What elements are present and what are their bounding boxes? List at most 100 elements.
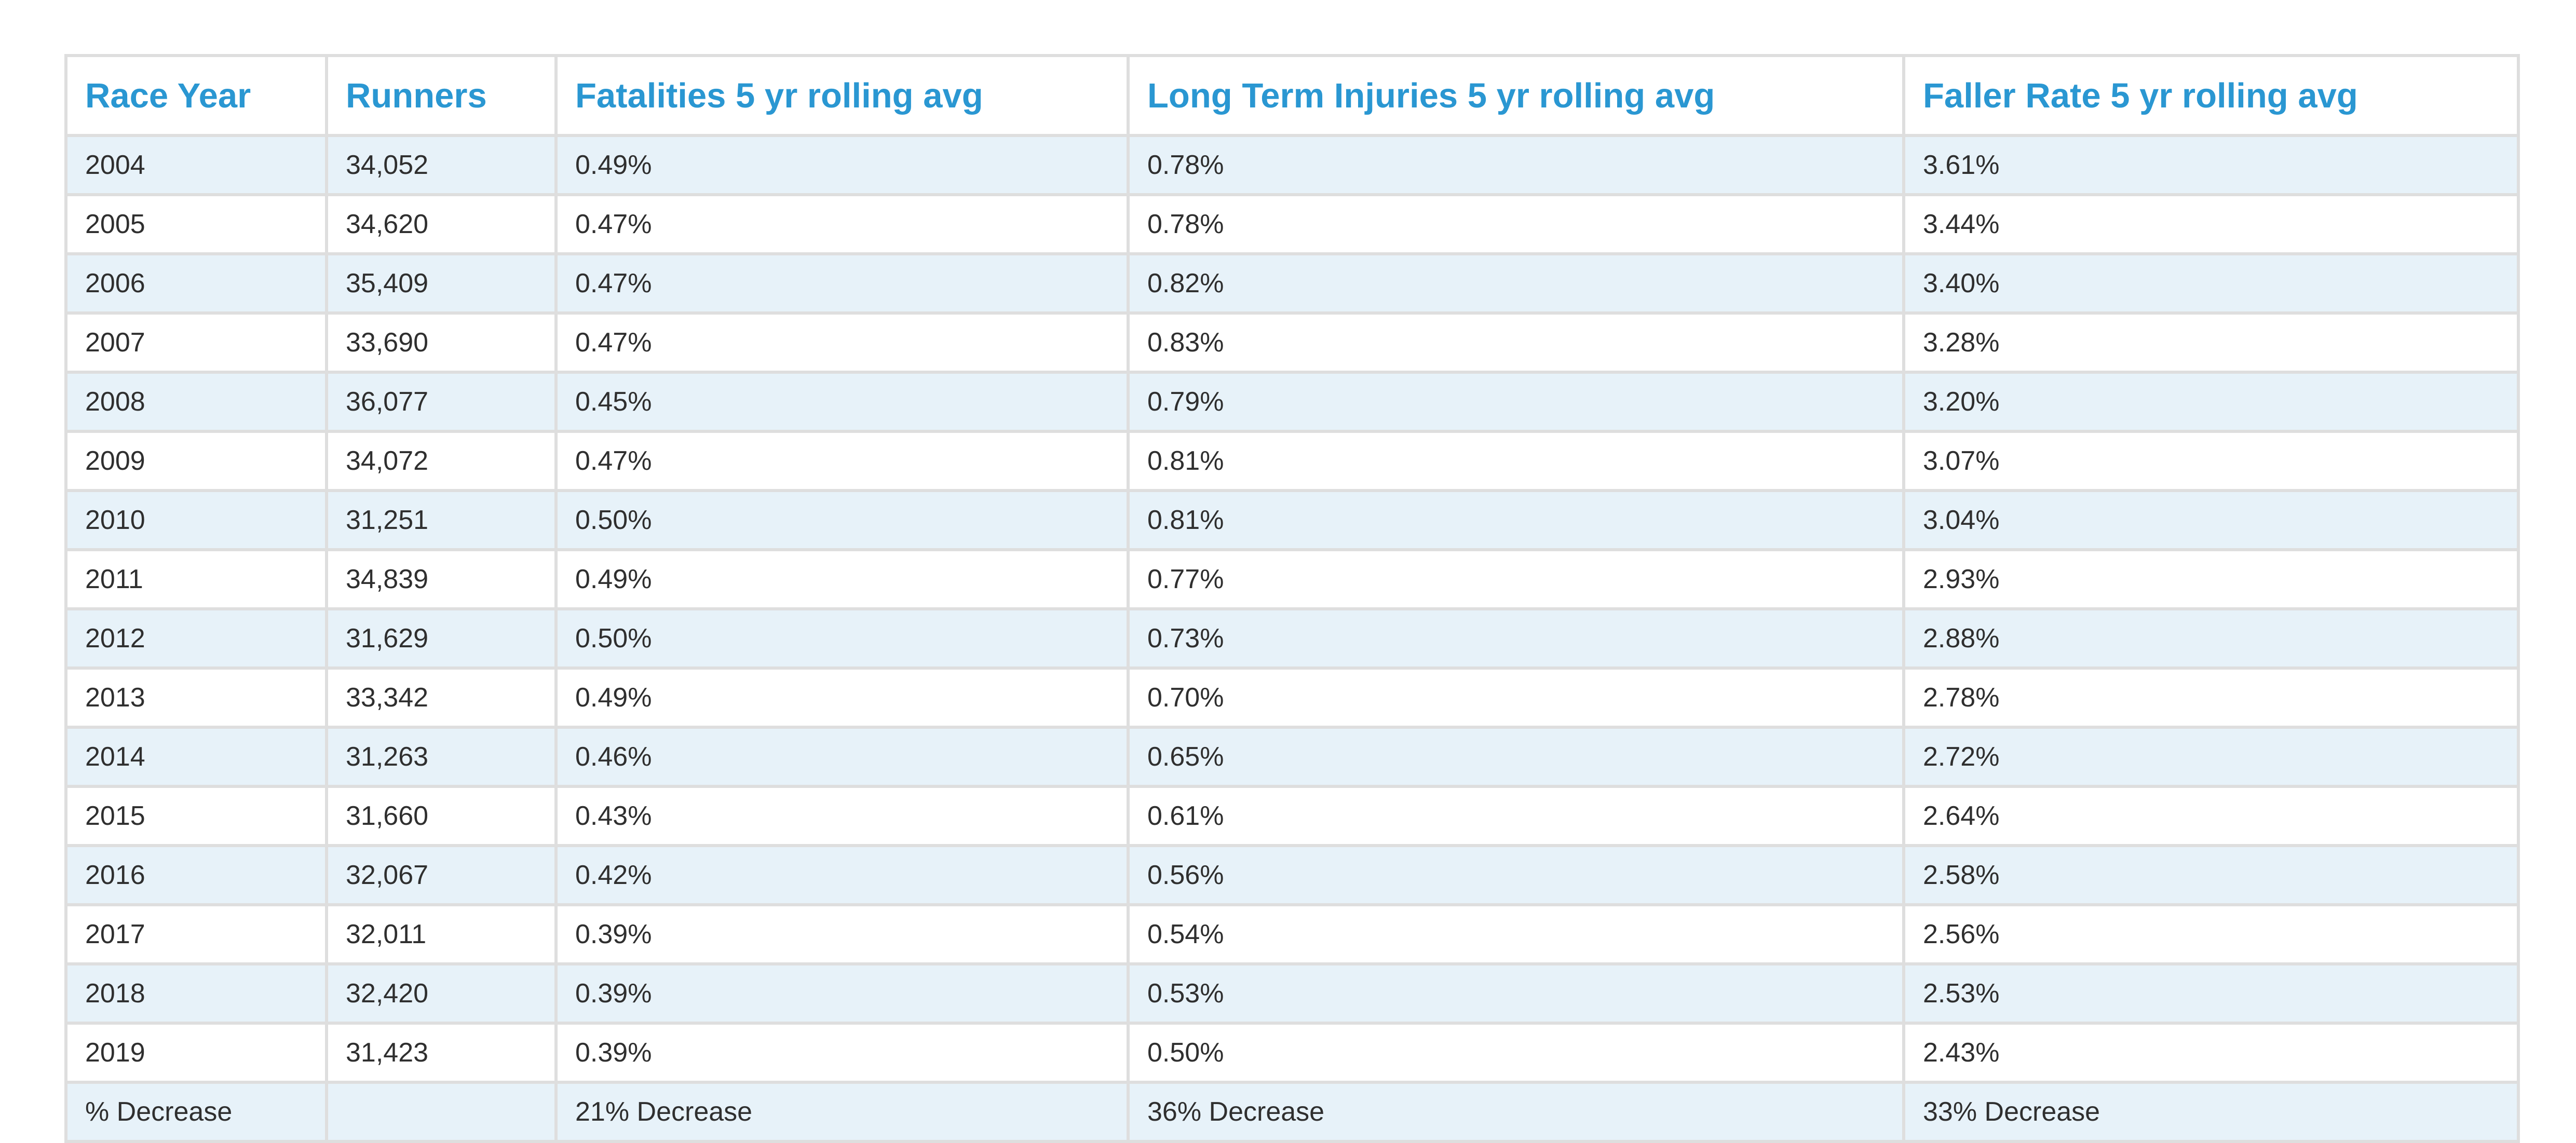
fatalities-cell: 0.47%	[554, 430, 1130, 492]
fatalities-cell: 0.47%	[554, 252, 1130, 315]
table-row: 2011 34,839 0.49% 0.77% 2.93%	[64, 548, 2520, 610]
long-term-injuries-cell: 0.73%	[1127, 607, 1905, 670]
column-header-faller-rate[interactable]: Faller Rate 5 yr rolling avg	[1902, 54, 2520, 137]
table-row: 2017 32,011 0.39% 0.54% 2.56%	[64, 903, 2520, 965]
faller-rate-cell: 2.88%	[1902, 607, 2520, 670]
runners-cell: 34,839	[325, 548, 558, 610]
faller-rate-cell: 3.44%	[1902, 193, 2520, 255]
race-year-cell: 2019	[64, 1022, 328, 1084]
faller-rate-cell: 2.93%	[1902, 548, 2520, 610]
fatalities-cell: 0.47%	[554, 311, 1130, 374]
race-year-cell: 2007	[64, 311, 328, 374]
runners-cell: 33,690	[325, 311, 558, 374]
runners-cell: 32,067	[325, 844, 558, 906]
long-term-injuries-cell: 0.79%	[1127, 371, 1905, 433]
fatalities-cell: 0.39%	[554, 903, 1130, 965]
long-term-injuries-cell: 0.81%	[1127, 430, 1905, 492]
column-header-fatalities[interactable]: Fatalities 5 yr rolling avg	[554, 54, 1130, 137]
fatalities-cell: 0.47%	[554, 193, 1130, 255]
fatalities-cell: 0.45%	[554, 371, 1130, 433]
fatalities-cell: 0.39%	[554, 1022, 1130, 1084]
long-term-injuries-cell: 0.82%	[1127, 252, 1905, 315]
faller-rate-cell: 2.58%	[1902, 844, 2520, 906]
table-row: 2014 31,263 0.46% 0.65% 2.72%	[64, 726, 2520, 788]
table-row: 2008 36,077 0.45% 0.79% 3.20%	[64, 371, 2520, 433]
data-table-container: Race Year Runners Fatalities 5 yr rollin…	[64, 54, 2520, 1143]
table-row: 2006 35,409 0.47% 0.82% 3.40%	[64, 252, 2520, 315]
long-term-injuries-cell: 0.81%	[1127, 489, 1905, 551]
fatalities-cell: 0.43%	[554, 785, 1130, 847]
table-row: 2019 31,423 0.39% 0.50% 2.43%	[64, 1022, 2520, 1084]
table-row: 2015 31,660 0.43% 0.61% 2.64%	[64, 785, 2520, 847]
faller-rate-cell: 3.04%	[1902, 489, 2520, 551]
runners-cell: 32,420	[325, 962, 558, 1025]
runners-cell: 34,072	[325, 430, 558, 492]
long-term-injuries-cell: 0.78%	[1127, 134, 1905, 196]
summary-faller-rate-cell: 33% Decrease	[1902, 1081, 2520, 1143]
faller-rate-cell: 3.07%	[1902, 430, 2520, 492]
faller-rate-cell: 3.20%	[1902, 371, 2520, 433]
race-year-cell: 2010	[64, 489, 328, 551]
runners-cell: 35,409	[325, 252, 558, 315]
faller-rate-cell: 3.40%	[1902, 252, 2520, 315]
long-term-injuries-cell: 0.65%	[1127, 726, 1905, 788]
race-year-cell: 2015	[64, 785, 328, 847]
race-year-cell: 2014	[64, 726, 328, 788]
faller-rate-cell: 3.28%	[1902, 311, 2520, 374]
column-header-runners[interactable]: Runners	[325, 54, 558, 137]
table-row: 2009 34,072 0.47% 0.81% 3.07%	[64, 430, 2520, 492]
race-year-cell: 2006	[64, 252, 328, 315]
fatalities-cell: 0.42%	[554, 844, 1130, 906]
long-term-injuries-cell: 0.83%	[1127, 311, 1905, 374]
faller-rate-cell: 2.72%	[1902, 726, 2520, 788]
faller-rate-cell: 2.53%	[1902, 962, 2520, 1025]
table-header: Race Year Runners Fatalities 5 yr rollin…	[64, 54, 2520, 137]
column-header-race-year[interactable]: Race Year	[64, 54, 328, 137]
race-year-cell: 2012	[64, 607, 328, 670]
table-row: 2005 34,620 0.47% 0.78% 3.44%	[64, 193, 2520, 255]
fatalities-cell: 0.49%	[554, 666, 1130, 729]
table-row: 2004 34,052 0.49% 0.78% 3.61%	[64, 134, 2520, 196]
race-year-cell: 2018	[64, 962, 328, 1025]
summary-race-year-cell: % Decrease	[64, 1081, 328, 1143]
long-term-injuries-cell: 0.70%	[1127, 666, 1905, 729]
summary-row: % Decrease 21% Decrease 36% Decrease 33% De…	[64, 1081, 2520, 1143]
faller-rate-cell: 2.64%	[1902, 785, 2520, 847]
race-year-cell: 2009	[64, 430, 328, 492]
fatalities-cell: 0.49%	[554, 548, 1130, 610]
fatalities-cell: 0.50%	[554, 607, 1130, 670]
fatalities-cell: 0.46%	[554, 726, 1130, 788]
race-year-cell: 2016	[64, 844, 328, 906]
table-row: 2016 32,067 0.42% 0.56% 2.58%	[64, 844, 2520, 906]
column-header-long-term-injuries[interactable]: Long Term Injuries 5 yr rolling avg	[1127, 54, 1905, 137]
runners-cell: 33,342	[325, 666, 558, 729]
long-term-injuries-cell: 0.77%	[1127, 548, 1905, 610]
rolling-average-table: Race Year Runners Fatalities 5 yr rollin…	[64, 54, 2520, 1143]
summary-fatalities-cell: 21% Decrease	[554, 1081, 1130, 1143]
runners-cell: 34,052	[325, 134, 558, 196]
race-year-cell: 2004	[64, 134, 328, 196]
table-body: 2004 34,052 0.49% 0.78% 3.61% 2005 34,620 0.47%…	[64, 134, 2520, 1143]
long-term-injuries-cell: 0.61%	[1127, 785, 1905, 847]
runners-cell: 32,011	[325, 903, 558, 965]
table-row: 2010 31,251 0.50% 0.81% 3.04%	[64, 489, 2520, 551]
race-year-cell: 2011	[64, 548, 328, 610]
runners-cell: 31,660	[325, 785, 558, 847]
fatalities-cell: 0.49%	[554, 134, 1130, 196]
faller-rate-cell: 2.43%	[1902, 1022, 2520, 1084]
table-row: 2012 31,629 0.50% 0.73% 2.88%	[64, 607, 2520, 670]
long-term-injuries-cell: 0.78%	[1127, 193, 1905, 255]
faller-rate-cell: 2.78%	[1902, 666, 2520, 729]
table-row: 2007 33,690 0.47% 0.83% 3.28%	[64, 311, 2520, 374]
long-term-injuries-cell: 0.54%	[1127, 903, 1905, 965]
table-row: 2013 33,342 0.49% 0.70% 2.78%	[64, 666, 2520, 729]
runners-cell: 36,077	[325, 371, 558, 433]
long-term-injuries-cell: 0.53%	[1127, 962, 1905, 1025]
fatalities-cell: 0.39%	[554, 962, 1130, 1025]
runners-cell: 31,423	[325, 1022, 558, 1084]
table-row: 2018 32,420 0.39% 0.53% 2.53%	[64, 962, 2520, 1025]
header-row: Race Year Runners Fatalities 5 yr rollin…	[64, 54, 2520, 137]
race-year-cell: 2008	[64, 371, 328, 433]
summary-runners-cell	[325, 1081, 558, 1143]
runners-cell: 31,263	[325, 726, 558, 788]
